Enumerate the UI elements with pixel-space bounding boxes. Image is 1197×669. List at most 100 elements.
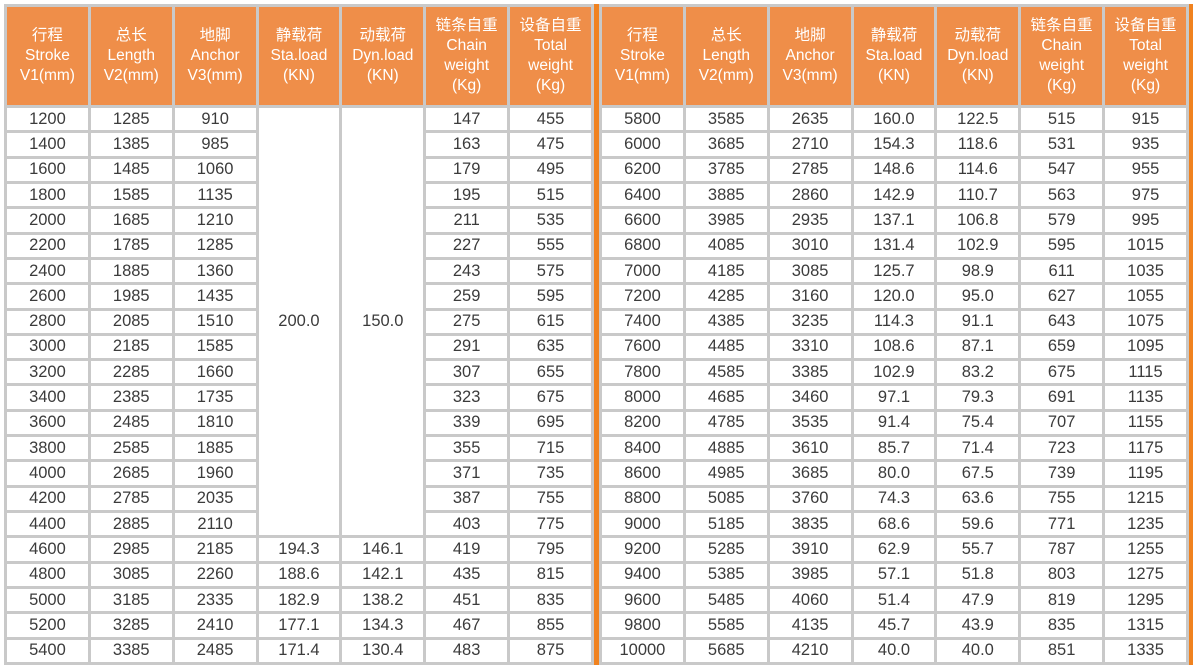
orange-divider-right-edge bbox=[1189, 4, 1193, 665]
data-cell: 555 bbox=[507, 231, 594, 260]
table-row: 8200 4785 3535 91.4 75.4 707 1155 bbox=[599, 408, 1189, 438]
header-line: (Kg) bbox=[451, 77, 482, 94]
data-cell: 4385 bbox=[682, 307, 770, 336]
data-cell: 595 bbox=[1018, 231, 1106, 260]
data-cell: 1885 bbox=[171, 434, 259, 463]
data-cell: 4585 bbox=[682, 358, 770, 387]
header-line: 总长 bbox=[115, 27, 147, 44]
header-line: Stroke bbox=[620, 47, 665, 64]
data-cell: 815 bbox=[507, 560, 594, 589]
header-line: weight bbox=[1039, 57, 1085, 74]
table-row: 2600 1985 1435 259 595 bbox=[4, 282, 594, 311]
data-cell: 2635 bbox=[766, 104, 854, 134]
data-cell: 2600 bbox=[4, 282, 91, 311]
table-row: 5000 3185 2335 182.9 138.2 451 835 bbox=[4, 585, 594, 615]
data-cell: 455 bbox=[507, 104, 594, 134]
data-cell: 67.5 bbox=[934, 459, 1022, 488]
data-cell: 114.3 bbox=[850, 307, 938, 336]
data-cell: 2260 bbox=[171, 560, 259, 589]
header-line: (KN) bbox=[283, 67, 315, 84]
data-cell: 2485 bbox=[171, 636, 259, 666]
data-cell: 1215 bbox=[1102, 484, 1189, 514]
data-cell: 3885 bbox=[682, 180, 770, 210]
header-cell-anchor: 地脚 Anchor V3(mm) bbox=[766, 4, 854, 108]
data-cell: 3585 bbox=[682, 104, 770, 134]
data-cell: 148.6 bbox=[850, 155, 938, 184]
data-cell: 3610 bbox=[766, 434, 854, 463]
header-line: Length bbox=[107, 47, 155, 64]
data-cell: 10000 bbox=[599, 636, 686, 666]
data-cell: 691 bbox=[1018, 383, 1106, 412]
data-cell: 1810 bbox=[171, 408, 259, 438]
header-line: 地脚 bbox=[794, 27, 826, 44]
data-cell: 2585 bbox=[87, 434, 175, 463]
header-cell-stroke: 行程 Stroke V1(mm) bbox=[4, 4, 91, 108]
data-cell: 114.6 bbox=[934, 155, 1022, 184]
data-cell: 1960 bbox=[171, 459, 259, 488]
data-cell: 855 bbox=[507, 611, 594, 640]
data-cell: 1435 bbox=[171, 282, 259, 311]
data-cell: 1055 bbox=[1102, 282, 1189, 311]
data-cell: 4185 bbox=[682, 256, 770, 286]
data-cell: 451 bbox=[423, 585, 511, 615]
data-cell: 134.3 bbox=[339, 611, 427, 640]
table-row: 2000 1685 1210 211 535 bbox=[4, 206, 594, 235]
data-cell: 7600 bbox=[599, 332, 686, 362]
header-line: V2(mm) bbox=[103, 67, 159, 84]
data-cell: 1195 bbox=[1102, 459, 1189, 488]
table-row: 6600 3985 2935 137.1 106.8 579 995 bbox=[599, 206, 1189, 235]
data-cell: 122.5 bbox=[934, 104, 1022, 134]
header-line: V2(mm) bbox=[698, 67, 754, 84]
data-cell: 4200 bbox=[4, 484, 91, 514]
data-cell: 1885 bbox=[87, 256, 175, 286]
header-cell-length: 总长 Length V2(mm) bbox=[682, 4, 770, 108]
data-cell: 675 bbox=[507, 383, 594, 412]
data-cell: 7800 bbox=[599, 358, 686, 387]
table-row: 9400 5385 3985 57.1 51.8 803 1275 bbox=[599, 560, 1189, 589]
table-row: 2400 1885 1360 243 575 bbox=[4, 256, 594, 286]
data-cell: 2335 bbox=[171, 585, 259, 615]
data-cell: 68.6 bbox=[850, 509, 938, 539]
merged-load-cell: 150.0 bbox=[339, 104, 427, 539]
header-line: V1(mm) bbox=[614, 67, 670, 84]
table-row: 9200 5285 3910 62.9 55.7 787 1255 bbox=[599, 535, 1189, 564]
data-cell: 85.7 bbox=[850, 434, 938, 463]
data-cell: 5685 bbox=[682, 636, 770, 666]
data-cell: 51.8 bbox=[934, 560, 1022, 589]
data-cell: 118.6 bbox=[934, 130, 1022, 159]
data-cell: 723 bbox=[1018, 434, 1106, 463]
header-line: 动载荷 bbox=[359, 27, 407, 44]
data-cell: 1295 bbox=[1102, 585, 1189, 615]
data-cell: 7000 bbox=[599, 256, 686, 286]
data-cell: 1985 bbox=[87, 282, 175, 311]
header-line: Anchor bbox=[785, 47, 835, 64]
header-line: V3(mm) bbox=[187, 67, 243, 84]
data-cell: 102.9 bbox=[934, 231, 1022, 260]
data-cell: 563 bbox=[1018, 180, 1106, 210]
data-cell: 2385 bbox=[87, 383, 175, 412]
data-cell: 1400 bbox=[4, 130, 91, 159]
header-cell-total-weight: 设备自重 Total weight (Kg) bbox=[1102, 4, 1189, 108]
data-cell: 4785 bbox=[682, 408, 770, 438]
spec-table-right-wrap: 行程 Stroke V1(mm) 总长 Length V2(mm) 地脚 Anchor V3(m… bbox=[599, 4, 1189, 666]
data-cell: 915 bbox=[1102, 104, 1189, 134]
data-cell: 3460 bbox=[766, 383, 854, 412]
data-cell: 3400 bbox=[4, 383, 91, 412]
data-cell: 675 bbox=[1018, 358, 1106, 387]
data-cell: 40.0 bbox=[850, 636, 938, 666]
table-row: 4600 2985 2185 194.3 146.1 419 795 bbox=[4, 535, 594, 564]
table-row: 3400 2385 1735 323 675 bbox=[4, 383, 594, 412]
data-cell: 495 bbox=[507, 155, 594, 184]
table-row: 9000 5185 3835 68.6 59.6 771 1235 bbox=[599, 509, 1189, 539]
data-cell: 659 bbox=[1018, 332, 1106, 362]
data-cell: 5485 bbox=[682, 585, 770, 615]
table-row: 9600 5485 4060 51.4 47.9 819 1295 bbox=[599, 585, 1189, 615]
data-cell: 40.0 bbox=[934, 636, 1022, 666]
table-row: 6400 3885 2860 142.9 110.7 563 975 bbox=[599, 180, 1189, 210]
data-cell: 2800 bbox=[4, 307, 91, 336]
data-cell: 739 bbox=[1018, 459, 1106, 488]
data-cell: 1115 bbox=[1102, 358, 1189, 387]
header-row: 行程 Stroke V1(mm) 总长 Length V2(mm) 地脚 Anchor V3(m… bbox=[4, 4, 594, 108]
data-cell: 1155 bbox=[1102, 408, 1189, 438]
data-cell: 1200 bbox=[4, 104, 91, 134]
